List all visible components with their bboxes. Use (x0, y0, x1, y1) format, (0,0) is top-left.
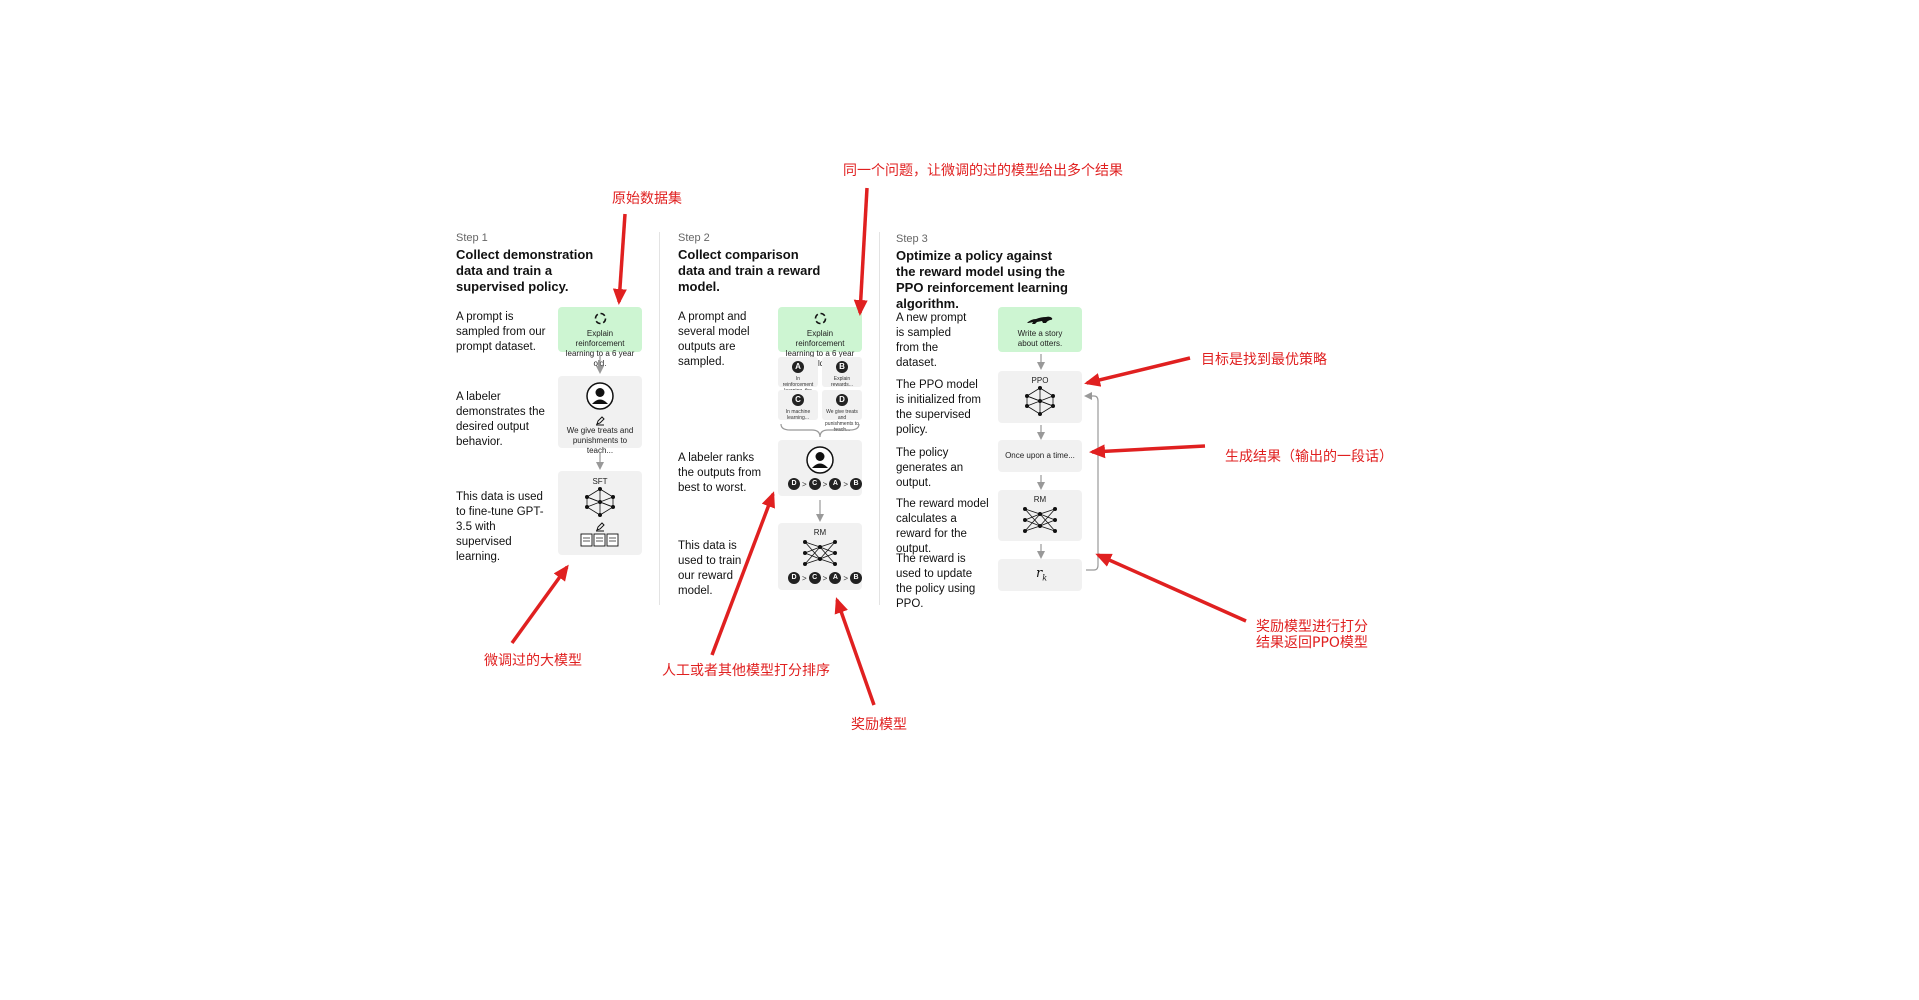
annotation-arrow (1089, 444, 1206, 459)
step1-title: Collect demonstration data and train a s… (456, 247, 594, 294)
neural-network-icon (1023, 505, 1057, 540)
step1-labeler-card: We give treats and punishments to teach.… (558, 376, 642, 455)
step3-update-desc: The reward is used to update the policy … (896, 553, 976, 610)
step3-label: Step 3 (896, 233, 928, 245)
output-text: Explain rewards... (831, 376, 853, 388)
reward-r: r (1036, 566, 1043, 581)
pencil-icon (595, 413, 605, 431)
step3-output-desc: The policy generates an output. (896, 447, 964, 489)
annotation-human-rank: 人工或者其他模型打分排序 (662, 663, 830, 679)
step3-title: Optimize a policy against the reward mod… (896, 248, 1068, 311)
step2-prompt-text: Explain reinforcement learning to a 6 ye… (785, 329, 855, 368)
neural-network-icon (1023, 386, 1057, 421)
rank-item: D (788, 478, 800, 490)
rm-label: RM (813, 528, 827, 537)
reward-symbol: rk (1036, 566, 1047, 583)
output-card-c: C In machine learning... (778, 390, 818, 421)
step1-labeler-text: We give treats and punishments to teach.… (566, 426, 634, 455)
ranking-order: D > C > A > B (788, 478, 863, 490)
rank-item: C (808, 572, 821, 584)
annotation-arrow (1084, 356, 1191, 387)
refresh-icon (594, 312, 607, 330)
rank-item: A (829, 572, 842, 584)
step-divider-1 (659, 232, 660, 605)
refresh-icon (814, 312, 827, 330)
output-card-d: D We give treats and punishments to teac… (822, 390, 862, 433)
rank-item: A (829, 478, 842, 490)
step1-finetune-desc: This data is used to fine-tune GPT-3.5 w… (456, 491, 544, 563)
step1-labeler-desc: A labeler demonstrates the desired outpu… (456, 391, 545, 448)
annotation-arrow (834, 597, 876, 706)
ranking-order: D > C > A > B (788, 572, 863, 584)
step3-reward-desc: The reward model calculates a reward for… (896, 498, 989, 555)
annotation-arrow (853, 187, 869, 316)
output-text: In machine learning... (785, 409, 811, 421)
neural-network-icon (803, 538, 837, 573)
rank-item: B (850, 572, 863, 584)
step2-label: Step 2 (678, 232, 710, 244)
step3-ppo-desc: The PPO model is initialized from the su… (896, 379, 981, 436)
rank-item: C (808, 478, 821, 490)
annotation-arrow (710, 491, 775, 656)
step1-prompt-desc: A prompt is sampled from our prompt data… (456, 311, 546, 353)
pencil-icon (595, 519, 605, 537)
rm-label: RM (1033, 495, 1047, 504)
annotation-reward-score-line1: 奖励模型进行打分 (1256, 619, 1368, 635)
annotation-generate-result: 生成结果（输出的一段话） (1225, 449, 1393, 465)
step2-rm-card: RM D > C > A > B (778, 523, 863, 590)
documents-icon (580, 533, 620, 552)
annotation-arrow (612, 213, 627, 305)
step2-prompt-desc: A prompt and several model outputs are s… (678, 311, 750, 368)
output-text: Once upon a time... (1005, 451, 1075, 460)
step3-ppo-card: PPO (998, 371, 1082, 423)
annotation-reward-model: 奖励模型 (851, 717, 907, 733)
rank-item: D (788, 572, 800, 584)
step2-labeler-card: D > C > A > B (778, 440, 863, 496)
annotation-sampled-outputs: 同一个问题，让微调的过的模型给出多个结果 (843, 163, 1123, 179)
step3-prompt-desc: A new prompt is sampled from the dataset… (896, 312, 967, 369)
sft-label: SFT (592, 477, 608, 486)
person-icon (586, 382, 614, 415)
output-letter: C (792, 394, 804, 406)
feedback-loop (1084, 392, 1099, 571)
ppo-label: PPO (1031, 376, 1049, 385)
step3-prompt-text: Write a story about otters. (1017, 329, 1063, 348)
step3-output-card: Once upon a time... (998, 440, 1082, 472)
annotation-optimal-policy: 目标是找到最优策略 (1201, 352, 1327, 368)
step3-rm-card: RM (998, 490, 1082, 541)
annotation-arrow (1095, 553, 1247, 623)
person-icon (806, 446, 834, 479)
annotation-dataset: 原始数据集 (612, 191, 682, 207)
output-letter: A (792, 361, 804, 373)
step-divider-2 (879, 232, 880, 605)
otter-icon (1026, 313, 1054, 332)
annotation-reward-score-line2: 结果返回PPO模型 (1256, 635, 1368, 651)
step2-title: Collect comparison data and train a rewa… (678, 247, 821, 294)
step1-label: Step 1 (456, 232, 488, 244)
step3-reward-card: rk (998, 559, 1082, 591)
flow-bracket (780, 423, 860, 438)
output-letter: D (836, 394, 848, 406)
step2-train-desc: This data is used to train our reward mo… (678, 540, 742, 597)
output-letter: B (836, 361, 848, 373)
step2-prompt-card: Explain reinforcement learning to a 6 ye… (778, 307, 862, 368)
neural-network-icon (583, 487, 617, 522)
annotation-finetuned-model: 微调过的大模型 (484, 653, 582, 669)
output-card-b: B Explain rewards... (822, 357, 862, 388)
step1-prompt-card: Explain reinforcement learning to a 6 ye… (558, 307, 642, 368)
reward-subscript: k (1042, 573, 1048, 583)
step2-rank-desc: A labeler ranks the outputs from best to… (678, 452, 762, 494)
step3-prompt-card: Write a story about otters. (998, 307, 1082, 352)
annotation-arrow (510, 564, 569, 645)
rank-item: B (850, 478, 863, 490)
step1-sft-card: SFT (558, 471, 642, 555)
